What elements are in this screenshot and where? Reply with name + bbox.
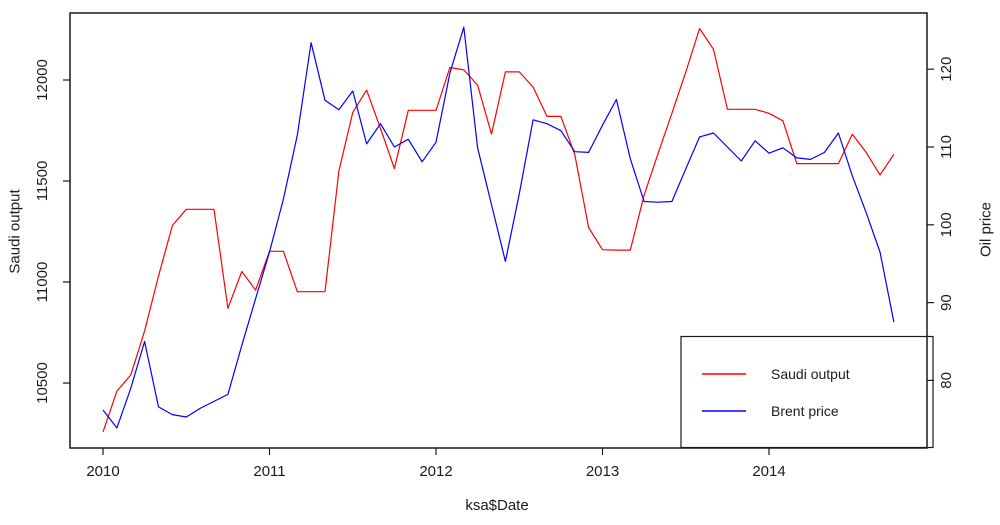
x-axis-tick-label: 2012	[419, 463, 452, 480]
x-axis-tick-label: 2014	[752, 463, 785, 480]
y-axis-right-tick-label: 120	[938, 57, 955, 82]
y-axis-left-tick-label: 10500	[34, 362, 51, 404]
y-axis-left-tick-label: 12000	[34, 59, 51, 101]
series-line-brent-price	[102, 26, 895, 429]
series-line-saudi-output	[102, 27, 895, 433]
y-axis-right-tick-label: 100	[938, 212, 955, 237]
y-axis-left-tick-label: 11500	[34, 161, 51, 202]
y-axis-title-left: Saudi output	[6, 189, 24, 274]
y-axis-left-tick-label: 11000	[34, 262, 51, 303]
legend-box	[680, 335, 934, 449]
x-axis-title: ksa$Date	[465, 497, 529, 514]
legend-label-saudi-output: Saudi output	[771, 366, 850, 382]
legend-label-brent-price: Brent price	[771, 403, 839, 419]
x-axis-tick-label: 2011	[253, 463, 285, 480]
plot-border	[69, 12, 928, 449]
y-axis-right-tick-label: 110	[938, 135, 955, 159]
y-axis-title-right: Oil price	[977, 202, 995, 258]
y-axis-right-tick-label: 90	[938, 294, 955, 311]
y-axis-right-tick-label: 80	[938, 372, 955, 389]
x-axis-tick-label: 2010	[86, 463, 119, 480]
x-axis-tick-label: 2013	[586, 463, 619, 480]
